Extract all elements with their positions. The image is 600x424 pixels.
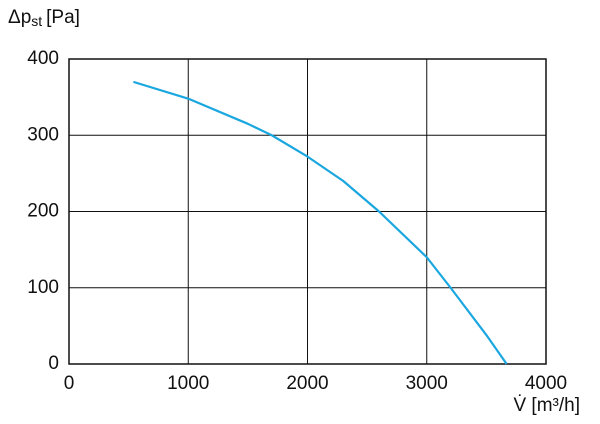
- y-tick-label: 0: [48, 353, 59, 374]
- x-tick-label: 3000: [406, 373, 448, 394]
- y-label-unit: [Pa]: [46, 7, 80, 28]
- y-tick-label: 300: [27, 124, 59, 145]
- y-tick-label: 200: [27, 201, 59, 222]
- x-tick-label: 0: [64, 373, 75, 394]
- x-tick-label: 4000: [525, 373, 567, 394]
- y-label-subscript: st: [31, 13, 42, 29]
- plot-frame: [68, 58, 547, 365]
- y-tick-label: 100: [27, 277, 59, 298]
- x-axis-label: V̇ [m³/h]: [513, 395, 580, 416]
- y-label-symbol: Δp: [8, 7, 31, 28]
- x-tick-label: 2000: [286, 373, 328, 394]
- y-axis-label: Δpst [Pa]: [8, 7, 80, 29]
- x-tick-label: 1000: [167, 373, 209, 394]
- curve: [133, 80, 508, 365]
- y-tick-label: 400: [27, 48, 59, 69]
